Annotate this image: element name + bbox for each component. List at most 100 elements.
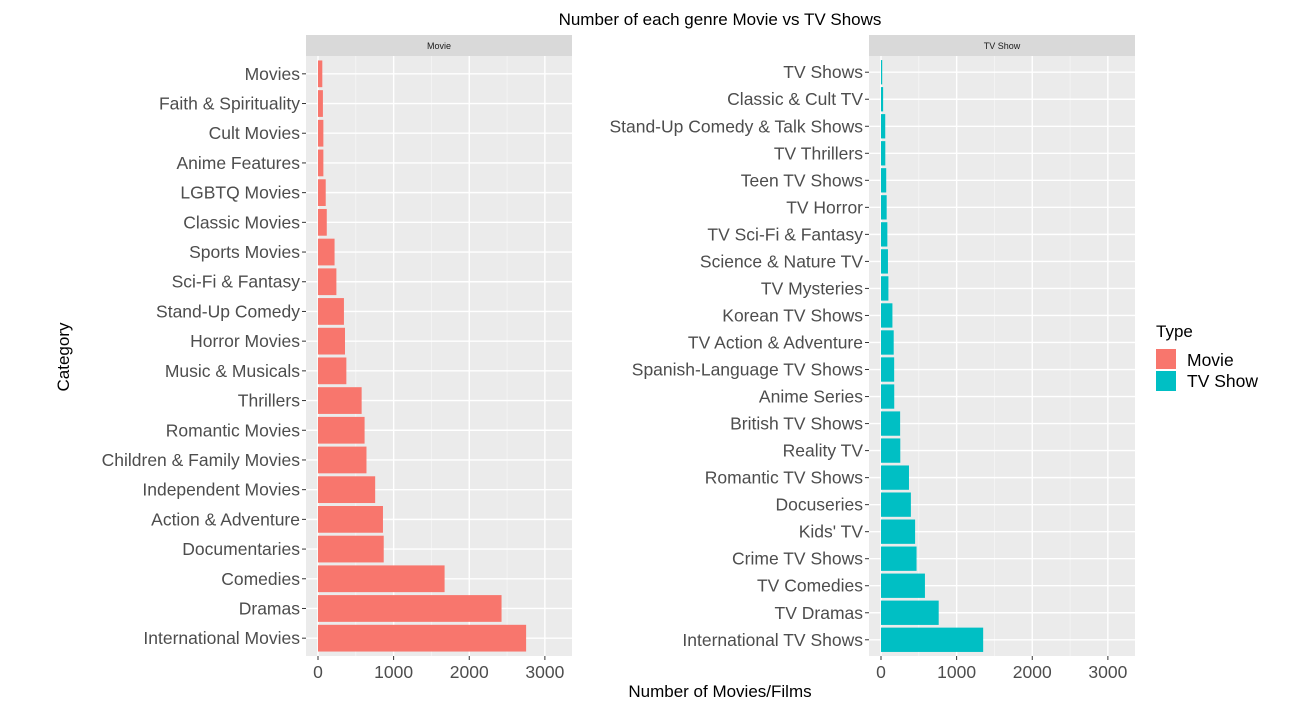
x-tick-label: 1000 <box>374 662 413 682</box>
bar-tv-thrillers <box>881 141 886 166</box>
x-tick-label: 0 <box>313 662 323 682</box>
bar-crime-tv-shows <box>881 546 917 571</box>
x-tick-label: 1000 <box>937 662 976 682</box>
bar-faith-spirituality <box>318 90 323 117</box>
panel-strip-label: TV Show <box>984 41 1021 51</box>
bar-teen-tv-shows <box>881 168 887 193</box>
category-label-dramas: Dramas <box>239 598 301 618</box>
bar-independent-movies <box>318 476 376 504</box>
category-label-international-tv-shows: International TV Shows <box>682 630 863 650</box>
category-label-romantic-tv-shows: Romantic TV Shows <box>705 468 863 488</box>
category-label-tv-thrillers: TV Thrillers <box>774 143 863 163</box>
legend-key-movie <box>1156 349 1176 369</box>
category-label-horror-movies: Horror Movies <box>190 331 300 351</box>
bar-documentaries <box>318 535 384 563</box>
category-label-docuseries: Docuseries <box>775 495 863 515</box>
y-axis-title: Category <box>54 322 73 391</box>
category-label-comedies: Comedies <box>221 569 300 589</box>
category-label-spanish-language-tv-shows: Spanish-Language TV Shows <box>632 360 863 380</box>
category-label-lgbtq-movies: LGBTQ Movies <box>180 183 300 203</box>
bar-classic-movies <box>318 208 327 236</box>
bar-action-adventure <box>318 506 383 533</box>
category-label-kids-tv: Kids' TV <box>799 522 864 542</box>
category-label-documentaries: Documentaries <box>182 539 300 559</box>
bar-sci-fi-fantasy <box>318 268 337 296</box>
category-label-teen-tv-shows: Teen TV Shows <box>741 170 863 190</box>
panel-tv-show: TV Show TV Shows Classic & Cult TV Stand-Up… <box>609 35 1135 682</box>
x-tick-label: 3000 <box>1088 662 1127 682</box>
bar-international-tv-shows <box>881 627 984 652</box>
x-tick-label: 2000 <box>1013 662 1052 682</box>
bar-tv-dramas <box>881 600 939 625</box>
category-label-movies: Movies <box>245 64 301 84</box>
category-label-tv-sci-fi-fantasy: TV Sci-Fi & Fantasy <box>707 224 863 244</box>
bar-korean-tv-shows <box>881 303 893 328</box>
category-label-independent-movies: Independent Movies <box>142 480 300 500</box>
bar-british-tv-shows <box>881 411 901 436</box>
bar-spanish-language-tv-shows <box>881 357 895 382</box>
bar-anime-features <box>318 149 324 177</box>
category-label-classic-movies: Classic Movies <box>183 212 300 232</box>
bar-reality-tv <box>881 438 901 463</box>
panel-strip-label: Movie <box>427 41 451 51</box>
category-label-international-movies: International Movies <box>143 628 300 648</box>
category-label-tv-shows: TV Shows <box>783 62 863 82</box>
category-label-thrillers: Thrillers <box>238 391 300 411</box>
bar-tv-comedies <box>881 573 925 598</box>
bar-romantic-movies <box>318 416 365 444</box>
category-label-music-musicals: Music & Musicals <box>165 361 300 381</box>
category-label-sci-fi-fantasy: Sci-Fi & Fantasy <box>172 272 301 292</box>
category-label-faith-spirituality: Faith & Spirituality <box>159 94 300 114</box>
category-label-action-adventure: Action & Adventure <box>151 509 300 529</box>
legend-label-movie: Movie <box>1187 350 1234 370</box>
x-tick-label: 3000 <box>525 662 564 682</box>
bar-anime-series <box>881 384 895 409</box>
bar-sports-movies <box>318 238 335 266</box>
bar-thrillers <box>318 387 362 414</box>
category-label-anime-series: Anime Series <box>759 387 863 407</box>
legend-key-tv-show <box>1156 371 1176 391</box>
category-label-tv-action-adventure: TV Action & Adventure <box>688 332 863 352</box>
bar-science-nature-tv <box>881 249 888 274</box>
x-axis-title: Number of Movies/Films <box>628 682 811 701</box>
bar-children-family-movies <box>318 446 367 474</box>
category-label-anime-features: Anime Features <box>176 153 300 173</box>
category-label-classic-cult-tv: Classic & Cult TV <box>727 89 863 109</box>
category-label-tv-horror: TV Horror <box>786 197 863 217</box>
bar-tv-sci-fi-fantasy <box>881 222 888 247</box>
bar-stand-up-comedy <box>318 298 344 325</box>
legend-label-tv-show: TV Show <box>1187 371 1258 391</box>
bar-international-movies <box>318 624 527 652</box>
category-label-crime-tv-shows: Crime TV Shows <box>732 549 863 569</box>
panel-strip <box>306 35 572 56</box>
chart-title: Number of each genre Movie vs TV Shows <box>559 10 882 29</box>
bar-cult-movies <box>318 119 324 147</box>
bar-tv-horror <box>881 195 887 220</box>
bar-music-musicals <box>318 357 347 385</box>
bar-lgbtq-movies <box>318 179 326 206</box>
category-label-british-tv-shows: British TV Shows <box>730 414 863 434</box>
category-label-sports-movies: Sports Movies <box>189 242 300 262</box>
bar-romantic-tv-shows <box>881 465 909 490</box>
bar-kids-tv <box>881 519 916 544</box>
category-label-tv-mysteries: TV Mysteries <box>761 278 863 298</box>
bar-movies <box>318 60 323 88</box>
legend-title: Type <box>1156 322 1193 341</box>
panel-strip <box>869 35 1135 56</box>
bar-classic-cult-tv <box>881 87 884 112</box>
category-label-cult-movies: Cult Movies <box>209 123 301 143</box>
bar-stand-up-comedy-talk-shows <box>881 114 886 139</box>
panel-movie: Movie Movies Faith & Spirituality Cult Movi… <box>102 35 572 682</box>
category-label-children-family-movies: Children & Family Movies <box>102 450 301 470</box>
bar-tv-shows <box>881 60 883 85</box>
bar-comedies <box>318 565 445 593</box>
bar-tv-action-adventure <box>881 330 894 355</box>
category-label-stand-up-comedy: Stand-Up Comedy <box>156 301 300 321</box>
x-tick-label: 2000 <box>450 662 489 682</box>
category-label-reality-tv: Reality TV <box>783 441 864 461</box>
category-label-romantic-movies: Romantic Movies <box>166 420 300 440</box>
category-label-tv-comedies: TV Comedies <box>757 576 863 596</box>
bar-dramas <box>318 595 502 622</box>
x-tick-label: 0 <box>876 662 886 682</box>
